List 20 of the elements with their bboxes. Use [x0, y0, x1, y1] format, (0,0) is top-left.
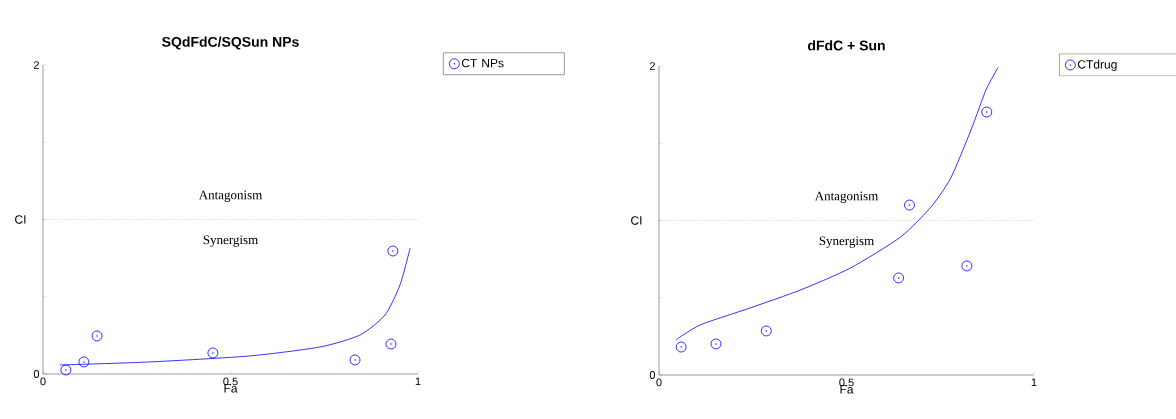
- y-axis-title: CI: [631, 216, 642, 225]
- x-tick-label: 0.5: [839, 378, 854, 387]
- x-tick-label: 1: [1031, 378, 1037, 387]
- x-tick-label: 1: [415, 377, 421, 386]
- y-tick-label: 2: [33, 61, 39, 69]
- y-tick-label: 2: [649, 62, 655, 70]
- chart-title: dFdC + Sun: [808, 40, 885, 51]
- legend-label: CTdrug: [1077, 59, 1117, 72]
- annotation: Antagonism: [814, 191, 879, 204]
- annotation: Antagonism: [198, 190, 263, 203]
- annotation: Synergism: [819, 236, 874, 248]
- x-tick-label: 0.5: [223, 377, 238, 386]
- x-axis-title: Fa: [224, 384, 238, 393]
- x-tick-label: 0: [656, 378, 662, 387]
- annotation: Synergism: [203, 235, 258, 247]
- y-axis-title: CI: [15, 215, 26, 224]
- legend-label: CT NPs: [461, 58, 504, 68]
- chart-title: SQdFdC/SQSun NPs: [162, 36, 299, 50]
- x-axis-title: Fa: [840, 385, 854, 394]
- x-tick-label: 0: [40, 377, 46, 386]
